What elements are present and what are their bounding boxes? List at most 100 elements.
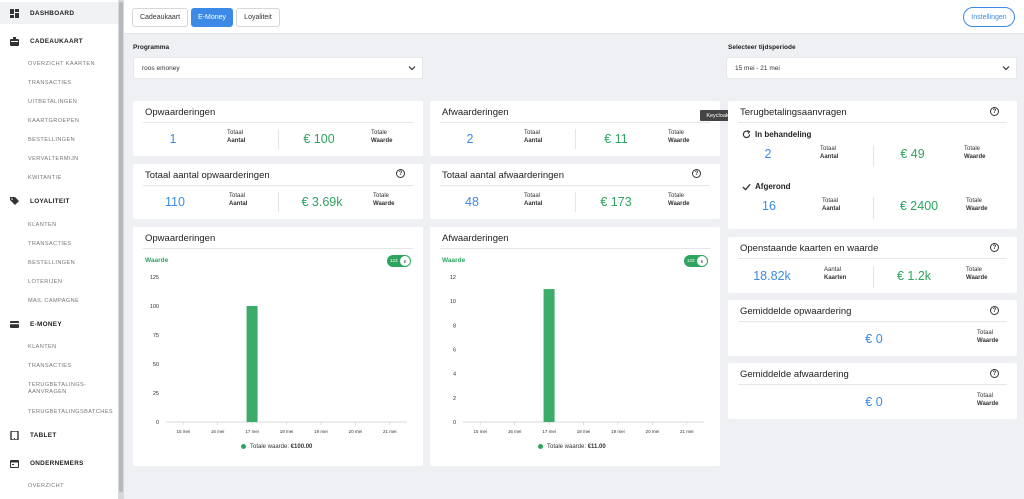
count-value: 2 <box>460 132 480 146</box>
help-icon[interactable]: ? <box>990 107 999 116</box>
sidebar-subitem-klanten[interactable]: KLANTEN <box>28 222 118 229</box>
sidebar-item-ondernemers[interactable]: ONDERNEMERS <box>0 452 118 474</box>
y-tick-label: 0 <box>453 420 456 426</box>
sidebar-subitem-transacties[interactable]: TRANSACTIES <box>28 241 118 248</box>
y-tick-label: 50 <box>153 362 159 368</box>
value-label: Totale Waarde <box>371 129 392 145</box>
help-icon[interactable]: ? <box>990 243 999 252</box>
y-tick-label: 2 <box>453 396 456 402</box>
chart-mode-label: Waarde <box>145 257 168 264</box>
total-value: € 3.69k <box>293 195 351 209</box>
card-title: Openstaande kaarten en waarde <box>740 243 878 254</box>
card-totaal-afwaarderingen: Totaal aantal afwaarderingen ? 48 Totaal… <box>430 164 720 219</box>
help-icon[interactable]: ? <box>990 306 999 315</box>
divider <box>143 185 413 186</box>
value-label: Totaal Waarde <box>977 392 998 408</box>
card-title: Gemiddelde opwaardering <box>740 306 851 317</box>
help-icon[interactable]: ? <box>990 369 999 378</box>
card-title: Afwaarderingen <box>442 107 509 118</box>
count-value: 110 <box>159 195 191 209</box>
y-tick-label: 75 <box>153 333 159 339</box>
value-mode-toggle[interactable]: 123 € <box>684 255 708 267</box>
sidebar-item-dashboard[interactable]: DASHBOARD <box>0 2 118 24</box>
settings-button[interactable]: Instellingen <box>963 7 1015 27</box>
value-label: Totale Waarde <box>966 266 987 282</box>
x-tick-label: 21 mei <box>680 429 694 434</box>
scrollbar-thumb[interactable] <box>119 2 123 492</box>
divider <box>738 321 1007 322</box>
sidebar-item-label: TABLET <box>30 432 57 439</box>
sidebar-subitem-loterijen[interactable]: LOTERIJEN <box>28 279 118 286</box>
x-tick-label: 21 mei <box>383 429 397 434</box>
sidebar-subitem-klanten[interactable]: KLANTEN <box>28 344 118 351</box>
y-tick-label: 100 <box>150 304 159 310</box>
value-mode-toggle[interactable]: 123 € <box>387 255 411 267</box>
sidebar-subitem-vervaltermijn[interactable]: VERVALTERMIJN <box>28 156 118 163</box>
x-tick-label: 17 mei <box>542 429 556 434</box>
sidebar-subitem-kwitantie[interactable]: KWITANTIE <box>28 175 118 182</box>
card-title: Totaal aantal afwaarderingen <box>442 170 564 181</box>
help-icon[interactable]: ? <box>692 169 701 178</box>
chevron-down-icon <box>1002 64 1010 72</box>
period-select[interactable]: 15 mei - 21 mei <box>726 57 1017 79</box>
value-label: Totale Waarde <box>966 197 987 213</box>
sidebar-item-label: DASHBOARD <box>30 10 74 17</box>
sidebar-item-label: LOYALITEIT <box>30 198 70 205</box>
program-select[interactable]: roos emoney <box>133 57 423 79</box>
card-openstaande-kaarten: Openstaande kaarten en waarde ? 18.82k A… <box>728 237 1017 293</box>
value-label: Totale Waarde <box>964 145 985 161</box>
y-tick-label: 8 <box>453 323 456 329</box>
sidebar-item-e-money[interactable]: E-MONEY <box>0 313 118 335</box>
help-icon[interactable]: ? <box>396 169 405 178</box>
total-value: € 1.2k <box>888 269 940 283</box>
sidebar-subitem-terugbetalingsaanvragen[interactable]: TERUGBETALINGS-AANVRAGEN <box>28 382 118 396</box>
count-value: 1 <box>163 132 183 146</box>
card-chart-opwaarderingen: Opwaarderingen Waarde 123 € 0 25 50 75 100 12… <box>133 227 423 466</box>
tab-cadeaukaart[interactable]: Cadeaukaart <box>132 8 188 27</box>
sidebar-subitem-transacties[interactable]: TRANSACTIES <box>28 80 118 87</box>
sidebar-subitem-bestellingen[interactable]: BESTELLINGEN <box>28 260 118 267</box>
y-tick-label: 12 <box>450 275 456 281</box>
count-label: Totaal Aantal <box>229 192 247 208</box>
divider <box>440 122 710 123</box>
divider <box>575 129 576 149</box>
done-value: € 2400 <box>888 199 950 213</box>
sidebar-subitem-overzicht-kaarten[interactable]: OVERZICHT KAARTEN <box>28 61 118 68</box>
total-value: € 173 <box>590 195 642 209</box>
sidebar-subitem-uitbetalingen[interactable]: UITBETALINGEN <box>28 99 118 106</box>
x-tick-label: 18 mei <box>280 429 294 434</box>
chart-title: Afwaarderingen <box>442 233 509 244</box>
sidebar-subitem-kaartgroepen[interactable]: KAARTGROEPEN <box>28 118 118 125</box>
divider <box>440 185 710 186</box>
sidebar-item-loyaliteit[interactable]: LOYALITEIT <box>0 190 118 212</box>
refresh-icon <box>742 130 751 139</box>
card-title: Gemiddelde afwaardering <box>740 369 849 380</box>
count-label: Totaal Aantal <box>524 129 542 145</box>
divider <box>738 384 1007 385</box>
y-tick-label: 0 <box>156 420 159 426</box>
divider <box>738 258 1007 259</box>
card-afwaarderingen: Afwaarderingen 2 Totaal Aantal € 11 Total… <box>430 101 720 156</box>
tab-loyaliteit[interactable]: Loyaliteit <box>236 8 280 27</box>
divider <box>873 197 874 219</box>
legend-dot <box>241 444 246 449</box>
count-label: Totaal Aantal <box>822 197 840 213</box>
sidebar-subitem-terugbetalingsbatches[interactable]: TERUGBETALINGSBATCHES <box>28 409 118 416</box>
divider <box>278 129 279 149</box>
tab-e-money[interactable]: E-Money <box>191 8 233 27</box>
sidebar-scrollbar[interactable] <box>118 0 124 499</box>
sidebar-item-cadeaukaart[interactable]: CADEAUKAART <box>0 30 118 52</box>
x-tick-label: 20 mei <box>646 429 660 434</box>
sidebar-subitem-mail-campagne[interactable]: MAIL CAMPAGNE <box>28 298 118 305</box>
period-value: 15 mei - 21 mei <box>735 65 780 72</box>
sidebar-item-label: E-MONEY <box>30 321 62 328</box>
sidebar-subitem-transacties[interactable]: TRANSACTIES <box>28 363 118 370</box>
card-icon <box>10 320 19 329</box>
sidebar-item-tablet[interactable]: TABLET <box>0 424 118 446</box>
card-terugbetalingsaanvragen: Terugbetalingsaanvragen ? In behandeling… <box>728 101 1017 229</box>
sidebar-subitem-bestellingen[interactable]: BESTELLINGEN <box>28 137 118 144</box>
x-tick-label: 15 mei <box>176 429 190 434</box>
card-gemiddelde-opwaardering: Gemiddelde opwaardering ? € 0 Totaal Waar… <box>728 300 1017 356</box>
sidebar-subitem-overzicht[interactable]: OVERZICHT <box>28 483 118 490</box>
sidebar: DASHBOARD CADEAUKAART OVERZICHT KAARTEN … <box>0 0 118 499</box>
